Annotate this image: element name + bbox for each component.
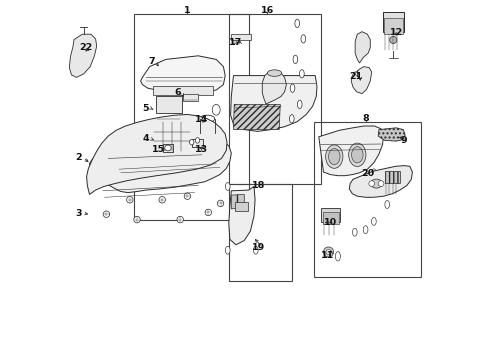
Bar bbox=[163, 144, 173, 152]
Ellipse shape bbox=[349, 143, 366, 166]
Ellipse shape bbox=[335, 252, 341, 261]
Bar bbox=[321, 208, 340, 222]
Bar bbox=[315, 122, 421, 277]
Ellipse shape bbox=[371, 169, 376, 177]
Ellipse shape bbox=[370, 179, 382, 188]
Text: 7: 7 bbox=[148, 57, 155, 66]
Ellipse shape bbox=[196, 138, 199, 143]
Polygon shape bbox=[351, 67, 372, 94]
Text: 8: 8 bbox=[362, 114, 369, 122]
Ellipse shape bbox=[295, 19, 299, 27]
Polygon shape bbox=[319, 126, 384, 176]
Ellipse shape bbox=[199, 115, 215, 122]
Text: 11: 11 bbox=[320, 251, 334, 260]
Text: 17: 17 bbox=[229, 38, 242, 47]
Bar bbox=[154, 122, 190, 151]
Text: 6: 6 bbox=[174, 88, 181, 97]
Ellipse shape bbox=[253, 246, 258, 254]
Polygon shape bbox=[141, 56, 225, 94]
Bar bbox=[134, 14, 248, 220]
Ellipse shape bbox=[352, 228, 357, 236]
Circle shape bbox=[159, 197, 166, 203]
Text: 4: 4 bbox=[143, 134, 149, 143]
Polygon shape bbox=[90, 138, 231, 193]
Bar bbox=[385, 171, 400, 183]
Text: 22: 22 bbox=[79, 43, 93, 52]
Text: 9: 9 bbox=[401, 136, 407, 145]
Ellipse shape bbox=[212, 104, 220, 115]
Polygon shape bbox=[378, 128, 405, 141]
Ellipse shape bbox=[351, 147, 363, 163]
Polygon shape bbox=[69, 34, 97, 77]
Polygon shape bbox=[87, 114, 227, 194]
Ellipse shape bbox=[225, 183, 230, 190]
Circle shape bbox=[326, 249, 331, 255]
Text: 18: 18 bbox=[252, 181, 266, 190]
Polygon shape bbox=[231, 76, 317, 131]
Bar bbox=[235, 202, 247, 211]
Bar bbox=[383, 12, 404, 32]
Bar bbox=[231, 34, 251, 40]
Polygon shape bbox=[349, 166, 413, 197]
Ellipse shape bbox=[199, 130, 215, 136]
Text: 19: 19 bbox=[252, 243, 265, 252]
Circle shape bbox=[177, 216, 183, 223]
Polygon shape bbox=[233, 104, 280, 130]
Ellipse shape bbox=[385, 201, 390, 208]
Text: 16: 16 bbox=[261, 5, 274, 14]
Text: 1: 1 bbox=[184, 5, 191, 14]
Ellipse shape bbox=[297, 100, 302, 109]
Circle shape bbox=[134, 216, 140, 223]
Bar bbox=[192, 139, 202, 147]
Ellipse shape bbox=[268, 70, 282, 76]
Polygon shape bbox=[262, 70, 286, 104]
Bar bbox=[229, 14, 320, 184]
Circle shape bbox=[126, 197, 133, 203]
Text: 2: 2 bbox=[75, 153, 82, 162]
Ellipse shape bbox=[363, 226, 368, 234]
Bar bbox=[156, 96, 182, 113]
Ellipse shape bbox=[328, 149, 340, 165]
Ellipse shape bbox=[290, 114, 294, 123]
Text: 5: 5 bbox=[143, 104, 149, 112]
Ellipse shape bbox=[390, 36, 397, 44]
Circle shape bbox=[217, 200, 224, 207]
Ellipse shape bbox=[376, 185, 381, 193]
Bar bbox=[153, 86, 213, 95]
Circle shape bbox=[323, 247, 334, 257]
Bar bbox=[232, 40, 236, 43]
Bar bbox=[384, 18, 403, 34]
Ellipse shape bbox=[225, 246, 230, 254]
Circle shape bbox=[205, 209, 212, 216]
Text: 14: 14 bbox=[195, 115, 208, 124]
Circle shape bbox=[369, 181, 374, 186]
Text: 21: 21 bbox=[349, 72, 363, 81]
Text: 20: 20 bbox=[362, 169, 375, 178]
Text: 15: 15 bbox=[152, 145, 165, 154]
Bar bbox=[323, 212, 339, 224]
Polygon shape bbox=[231, 194, 245, 209]
Circle shape bbox=[103, 211, 110, 217]
Text: 13: 13 bbox=[195, 145, 208, 154]
Bar bbox=[183, 94, 198, 101]
Circle shape bbox=[184, 193, 191, 199]
Ellipse shape bbox=[165, 145, 171, 151]
Ellipse shape bbox=[371, 217, 376, 225]
Ellipse shape bbox=[290, 84, 295, 92]
Text: 10: 10 bbox=[324, 218, 337, 227]
Bar bbox=[229, 184, 292, 281]
Text: 12: 12 bbox=[390, 28, 403, 37]
Text: 3: 3 bbox=[75, 208, 82, 217]
Polygon shape bbox=[229, 186, 255, 245]
Ellipse shape bbox=[190, 140, 194, 145]
Circle shape bbox=[378, 181, 384, 186]
Ellipse shape bbox=[301, 35, 306, 43]
Ellipse shape bbox=[299, 70, 304, 78]
Ellipse shape bbox=[293, 55, 298, 63]
Ellipse shape bbox=[326, 145, 343, 168]
Polygon shape bbox=[355, 32, 370, 63]
